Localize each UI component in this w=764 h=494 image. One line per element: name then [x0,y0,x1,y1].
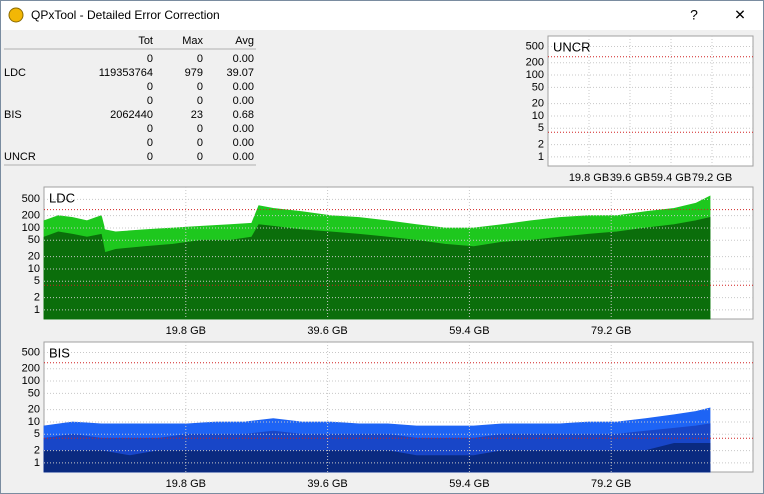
row-label: BIS [4,109,22,121]
cell: 0.00 [233,81,254,93]
y-tick-label: 100 [526,69,544,81]
app-icon [8,7,24,23]
y-tick-label: 100 [22,375,40,387]
data-area [43,216,711,320]
chart-title: UNCR [553,39,591,54]
y-tick-label: 200 [22,210,40,222]
y-tick-label: 10 [28,263,40,275]
column-header: Tot [138,35,153,47]
x-tick-label: 79.2 GB [591,325,631,337]
y-tick-label: 2 [538,139,544,151]
chart-title: BIS [49,345,70,360]
cell: 0 [147,151,153,163]
cell: 0.00 [233,151,254,163]
y-tick-label: 2 [34,291,40,303]
cell: 119353764 [99,67,153,79]
cell: 0 [147,137,153,149]
cell: 0 [147,123,153,135]
cell: 0.68 [233,109,254,121]
cell: 0 [197,95,203,107]
cell: 0.00 [233,123,254,135]
cell: 0 [197,123,203,135]
x-tick-label: 79.2 GB [591,478,631,490]
cell: 0.00 [233,53,254,65]
cell: 0 [147,95,153,107]
cell: 0.00 [233,95,254,107]
row-label: LDC [4,67,26,79]
x-tick-label: 39.6 GB [307,478,347,490]
x-tick-label: 59.4 GB [449,325,489,337]
y-tick-label: 5 [538,122,544,134]
y-tick-label: 200 [22,363,40,375]
y-tick-label: 50 [532,81,544,93]
x-tick-label: 59.4 GB [651,172,691,184]
cell: 0 [197,81,203,93]
y-tick-label: 50 [28,234,40,246]
x-tick-label: 19.8 GB [569,172,609,184]
data-area [43,443,711,473]
x-tick-label: 79.2 GB [692,172,732,184]
y-tick-label: 1 [538,151,544,163]
y-tick-label: 20 [28,404,40,416]
x-tick-label: 19.8 GB [166,325,206,337]
plot-area [547,35,754,167]
y-tick-label: 500 [22,193,40,205]
chart-title: LDC [49,190,75,205]
y-tick-label: 10 [532,110,544,122]
cell: 0 [147,81,153,93]
y-tick-label: 1 [34,304,40,316]
y-tick-label: 5 [34,428,40,440]
help-button[interactable]: ? [690,7,698,23]
cell: 39.07 [226,67,254,79]
row-label: UNCR [4,151,36,163]
cell: 2062440 [110,109,153,121]
cell: 0 [197,53,203,65]
y-tick-label: 200 [526,57,544,69]
y-tick-label: 1 [34,457,40,469]
x-tick-label: 39.6 GB [610,172,650,184]
cell: 0 [197,137,203,149]
title-bar [1,1,763,30]
x-tick-label: 19.8 GB [166,478,206,490]
cell: 0.00 [233,137,254,149]
window-title: QPxTool - Detailed Error Correction [31,8,220,22]
y-tick-label: 20 [532,98,544,110]
summary-table: Tot Max Avg 0 0 0.00 LDC 119353764 979 39.07 0 0 0.0… [4,35,254,163]
cell: 979 [185,67,203,79]
y-tick-label: 2 [34,445,40,457]
x-tick-label: 59.4 GB [449,478,489,490]
column-header: Max [182,35,203,47]
cell: 0 [147,53,153,65]
cell: 0 [197,151,203,163]
y-tick-label: 100 [22,222,40,234]
y-tick-label: 20 [28,251,40,263]
x-tick-label: 39.6 GB [307,325,347,337]
y-tick-label: 500 [526,40,544,52]
column-header: Avg [235,35,254,47]
y-tick-label: 50 [28,387,40,399]
cell: 23 [191,109,203,121]
y-tick-label: 10 [28,416,40,428]
y-tick-label: 5 [34,275,40,287]
close-button[interactable]: ✕ [734,7,746,23]
y-tick-label: 500 [22,346,40,358]
